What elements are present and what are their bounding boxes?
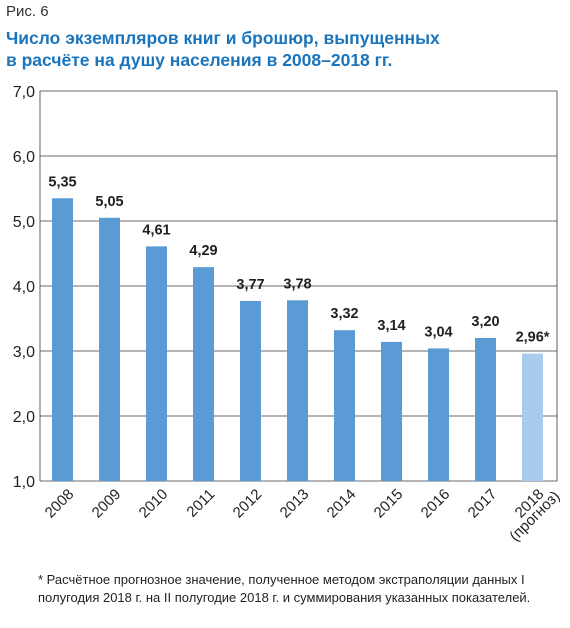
x-tick-label: 2010 xyxy=(136,486,172,522)
x-tick-label: 2008 xyxy=(42,486,78,522)
y-tick-label: 4,0 xyxy=(13,279,35,296)
bar-chart: 1,0 2,0 3,0 4,0 5,0 6,0 7,0 5,35 2008 5,05 2009 4,6… xyxy=(13,84,564,545)
bar-value-label: 3,04 xyxy=(424,324,452,340)
y-tick-label: 2,0 xyxy=(13,409,35,426)
bar-value-label: 5,35 xyxy=(48,174,76,190)
figure-label: Рис. 6 xyxy=(6,3,49,20)
y-tick-label: 7,0 xyxy=(13,84,35,101)
x-tick-label: 2013 xyxy=(277,486,313,522)
bar-value-label: 5,05 xyxy=(95,194,123,210)
x-tick-label: 2011 xyxy=(183,486,218,521)
bar-value-label: 2,96* xyxy=(516,330,550,346)
chart-title-line-2: в расчёте на душу населения в 2008–2018 … xyxy=(6,50,393,70)
bar xyxy=(193,267,214,481)
chart-title: Число экземпляров книг и брошюр, выпущен… xyxy=(6,27,440,71)
y-tick-label: 5,0 xyxy=(13,214,35,231)
y-tick-label: 6,0 xyxy=(13,149,35,166)
y-tick-label: 1,0 xyxy=(13,474,35,491)
bar-value-label: 3,14 xyxy=(377,318,405,334)
footnote: * Расчётное прогнозное значение, получен… xyxy=(38,572,531,605)
bar xyxy=(52,198,73,481)
chart-title-line-1: Число экземпляров книг и брошюр, выпущен… xyxy=(6,28,440,48)
y-tick-label: 3,0 xyxy=(13,344,35,361)
bar xyxy=(522,353,543,481)
bar-value-label: 4,29 xyxy=(189,243,217,259)
x-tick-label: 2016 xyxy=(418,486,454,522)
bar xyxy=(381,341,402,481)
bar-value-label: 4,61 xyxy=(142,222,170,238)
bar xyxy=(99,217,120,481)
bar-value-label: 3,78 xyxy=(283,276,311,292)
x-tick-label: 2009 xyxy=(89,486,125,522)
x-tick-label: 2014 xyxy=(324,486,360,522)
bar xyxy=(334,330,355,481)
bar xyxy=(287,300,308,481)
bar xyxy=(475,338,496,481)
bar xyxy=(146,246,167,481)
x-tick-label: 2015 xyxy=(371,486,407,522)
bar xyxy=(240,300,261,481)
x-tick-label: 2012 xyxy=(230,486,266,522)
bar-value-label: 3,20 xyxy=(471,314,499,330)
x-tick-label: 2017 xyxy=(465,486,501,522)
bar-value-label: 3,32 xyxy=(330,306,358,322)
bar xyxy=(428,348,449,481)
bar-value-label: 3,77 xyxy=(236,277,264,293)
